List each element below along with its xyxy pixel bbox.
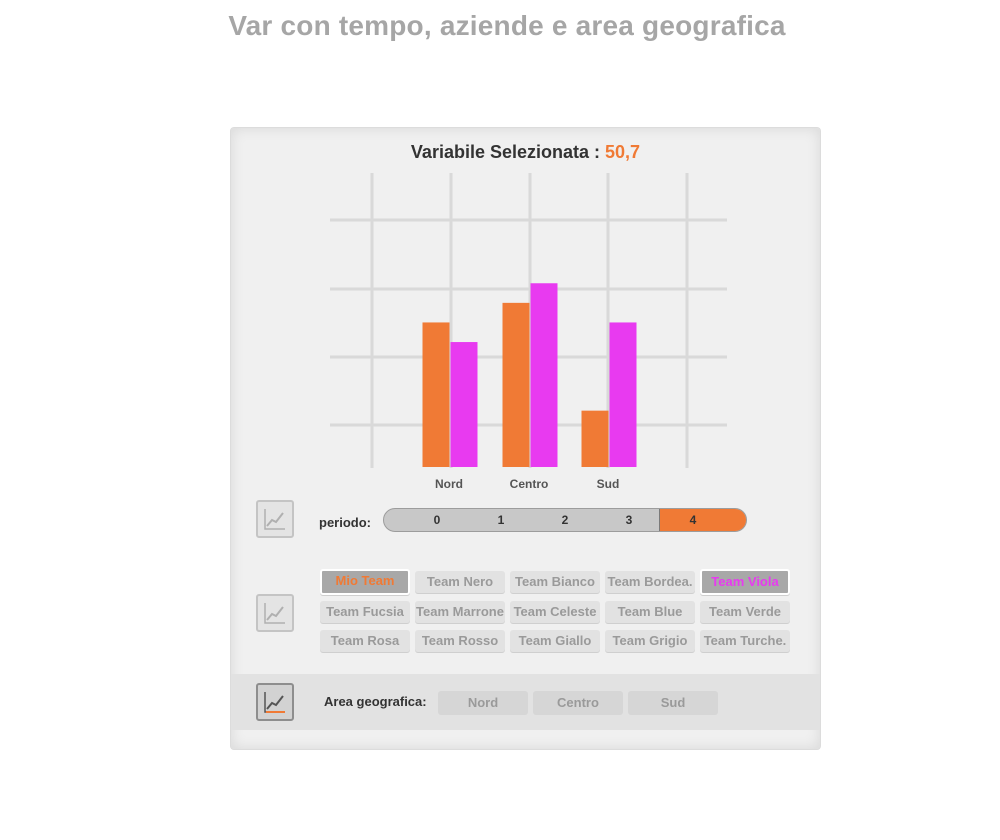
bar-nord-series-2 (450, 342, 478, 467)
page-title: Var con tempo, aziende e area geografica (228, 10, 786, 41)
chart-trend-icon (264, 692, 285, 713)
chart-panel: Variabile Selezionata : 50,7 Nord Centro S… (230, 127, 821, 750)
team-button-team-marrone[interactable]: Team Marrone (415, 601, 505, 623)
team-button-team-verde[interactable]: Team Verde (700, 601, 790, 623)
chart-trend-icon (264, 603, 285, 624)
team-button-team-rosa[interactable]: Team Rosa (320, 630, 410, 652)
category-label-nord: Nord (435, 477, 463, 491)
selected-variable-heading: Variabile Selezionata : 50,7 (231, 142, 820, 163)
periodo-tick-2[interactable]: 2 (561, 513, 569, 527)
team-button-team-grigio[interactable]: Team Grigio (605, 630, 695, 652)
chart-trend-icon (264, 509, 285, 530)
team-button-team-giallo[interactable]: Team Giallo (510, 630, 600, 652)
team-button-team-viola[interactable]: Team Viola (700, 569, 790, 595)
team-button-team-blue[interactable]: Team Blue (605, 601, 695, 623)
teams-trend-button[interactable] (256, 594, 294, 632)
periodo-label: periodo: (319, 515, 371, 530)
periodo-tick-1[interactable]: 1 (497, 513, 505, 527)
team-button-team-rosso[interactable]: Team Rosso (415, 630, 505, 652)
periodo-trend-button[interactable] (256, 500, 294, 538)
periodo-tick-4[interactable]: 4 (689, 513, 697, 527)
team-button-team-bianco[interactable]: Team Bianco (510, 571, 600, 593)
bar-centro-series-2 (530, 283, 558, 467)
periodo-tick-3[interactable]: 3 (625, 513, 633, 527)
geo-option-sud[interactable]: Sud (628, 691, 718, 715)
team-button-mio-team[interactable]: Mio Team (320, 569, 410, 595)
category-label-centro: Centro (510, 477, 549, 491)
bar-sud-series-1 (581, 410, 609, 467)
bar-sud-series-2 (609, 322, 637, 467)
geo-option-nord[interactable]: Nord (438, 691, 528, 715)
bar-nord-series-1 (422, 322, 450, 467)
selected-variable-value: 50,7 (605, 142, 641, 162)
selected-variable-label: Variabile Selezionata : (410, 142, 606, 162)
team-button-team-celeste[interactable]: Team Celeste (510, 601, 600, 623)
periodo-slider[interactable]: 0 1 2 3 4 (383, 508, 747, 532)
team-button-team-turche[interactable]: Team Turche. (700, 630, 790, 652)
geo-area-label: Area geografica: (324, 694, 427, 709)
category-label-sud: Sud (597, 477, 620, 491)
team-button-team-bordea[interactable]: Team Bordea. (605, 571, 695, 593)
geo-option-centro[interactable]: Centro (533, 691, 623, 715)
team-button-team-fucsia[interactable]: Team Fucsia (320, 601, 410, 623)
team-button-team-nero[interactable]: Team Nero (415, 571, 505, 593)
periodo-tick-0[interactable]: 0 (433, 513, 441, 527)
geo-trend-button[interactable] (256, 683, 294, 721)
bar-chart: Nord Centro Sud (330, 173, 727, 491)
periodo-slider-fill (659, 509, 746, 531)
bar-centro-series-1 (502, 302, 530, 467)
